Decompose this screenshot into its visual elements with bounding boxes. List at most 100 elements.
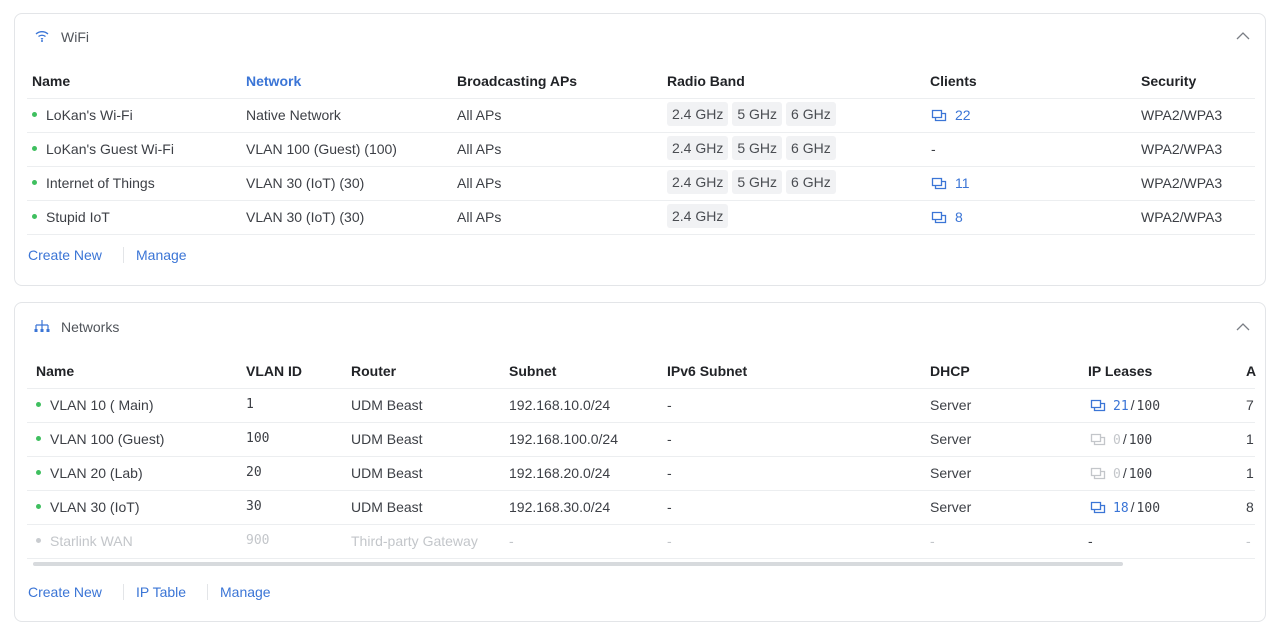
vlan-id: 900	[246, 533, 270, 548]
extra-column: 8	[1246, 499, 1254, 515]
status-dot	[32, 214, 37, 219]
collapse-button[interactable]	[1236, 322, 1250, 331]
action-link[interactable]: Create New	[28, 247, 102, 263]
action-separator	[123, 584, 124, 600]
column-header[interactable]: IPv6 Subnet	[667, 363, 748, 379]
column-header: Security	[1141, 73, 1197, 89]
leases-used[interactable]: 21	[1113, 399, 1129, 414]
wifi-card: WiFi Name Network Broadcasting APs Radio Ba…	[14, 13, 1266, 286]
clients[interactable]: 22	[955, 107, 971, 123]
leases-used[interactable]: 0	[1113, 433, 1121, 448]
network: VLAN 30 (IoT) (30)	[246, 209, 365, 225]
column-header[interactable]: DHCP	[930, 363, 970, 379]
row-divider	[27, 422, 1255, 423]
row-divider	[27, 166, 1255, 167]
status-dot	[32, 180, 37, 185]
status-dot	[36, 538, 41, 543]
band-chip: 5 GHz	[732, 170, 783, 194]
subnet: 192.168.10.0/24	[509, 397, 611, 413]
row-divider	[27, 456, 1255, 457]
action-link[interactable]: Manage	[220, 584, 271, 600]
name[interactable]: VLAN 20 (Lab)	[50, 465, 143, 481]
extra-column: 1	[1246, 465, 1254, 481]
status-dot	[36, 436, 41, 441]
ip-leases: 0/100	[1113, 464, 1152, 484]
subnet: 192.168.100.0/24	[509, 431, 618, 447]
row-divider	[27, 132, 1255, 133]
security: WPA2/WPA3	[1141, 209, 1223, 225]
column-header[interactable]: Router	[351, 363, 397, 379]
row-divider	[27, 524, 1255, 525]
wifi-name[interactable]: LoKan's Guest Wi-Fi	[46, 141, 174, 157]
leases-total: 100	[1136, 399, 1161, 414]
clients[interactable]: 11	[955, 175, 970, 191]
status-dot	[32, 146, 37, 151]
status-dot	[36, 504, 41, 509]
column-header[interactable]: VLAN ID	[246, 363, 302, 379]
leases-used[interactable]: 18	[1113, 501, 1129, 516]
band-chip: 6 GHz	[786, 170, 836, 194]
leases-total: 100	[1128, 433, 1153, 448]
vlan-id: 30	[246, 499, 262, 514]
band-chip: 2.4 GHz	[667, 204, 729, 228]
band-chip: 2.4 GHz	[667, 136, 729, 160]
band-chip: 5 GHz	[732, 136, 783, 160]
leases-separator: /	[1130, 397, 1135, 413]
leases-separator: /	[1130, 499, 1135, 515]
name[interactable]: VLAN 10 ( Main)	[50, 397, 154, 413]
column-header[interactable]: IP Leases	[1088, 363, 1153, 379]
security: WPA2/WPA3	[1141, 107, 1223, 123]
band-chip: 2.4 GHz	[667, 170, 729, 194]
subnet: 192.168.20.0/24	[509, 465, 611, 481]
clients-icon	[1090, 501, 1106, 514]
row-divider	[27, 490, 1255, 491]
name[interactable]: VLAN 30 (IoT)	[50, 499, 140, 515]
column-header: Clients	[930, 73, 977, 89]
band-chip: 6 GHz	[786, 136, 836, 160]
column-header[interactable]: Network	[246, 73, 302, 89]
security: WPA2/WPA3	[1141, 141, 1223, 157]
name[interactable]: VLAN 100 (Guest)	[50, 431, 165, 447]
action-separator	[123, 247, 124, 263]
column-header[interactable]: Name	[36, 363, 75, 379]
wifi-name[interactable]: LoKan's Wi-Fi	[46, 107, 133, 123]
router: UDM Beast	[351, 499, 423, 515]
radio-bands: 2.4 GHz	[667, 204, 732, 228]
action-link[interactable]: IP Table	[136, 584, 187, 600]
clients-icon	[1090, 467, 1106, 480]
dhcp: Server	[930, 431, 972, 447]
extra-column: 7	[1246, 397, 1254, 413]
action-link[interactable]: Manage	[136, 247, 187, 263]
collapse-button[interactable]	[1236, 31, 1250, 40]
card-title: Networks	[61, 319, 120, 335]
ipv6-subnet: -	[667, 397, 672, 413]
network: VLAN 30 (IoT) (30)	[246, 175, 365, 191]
column-header: Broadcasting APs	[457, 73, 578, 89]
wifi-name[interactable]: Stupid IoT	[46, 209, 110, 225]
radio-bands: 2.4 GHz 5 GHz 6 GHz	[667, 136, 840, 160]
broadcasting-aps: All APs	[457, 107, 502, 123]
router: UDM Beast	[351, 431, 423, 447]
wifi-name[interactable]: Internet of Things	[46, 175, 155, 191]
dhcp: Server	[930, 499, 972, 515]
column-header[interactable]: Subnet	[509, 363, 557, 379]
scrollbar[interactable]	[33, 562, 1123, 566]
column-header: Radio Band	[667, 73, 745, 89]
band-chip: 2.4 GHz	[667, 102, 729, 126]
ipv6-subnet: -	[667, 533, 672, 549]
clients-icon	[1090, 433, 1106, 446]
leases-separator: /	[1122, 431, 1127, 447]
row-divider	[27, 98, 1255, 99]
subnet: 192.168.30.0/24	[509, 499, 611, 515]
broadcasting-aps: All APs	[457, 175, 502, 191]
leases-used[interactable]: 0	[1113, 467, 1121, 482]
ipv6-subnet: -	[667, 499, 672, 515]
action-link[interactable]: Create New	[28, 584, 102, 600]
name[interactable]: Starlink WAN	[50, 533, 133, 549]
column-header[interactable]: A	[1246, 363, 1257, 379]
clients[interactable]: 8	[955, 209, 963, 225]
band-chip: 5 GHz	[732, 102, 783, 126]
row-divider	[27, 234, 1255, 235]
status-dot	[32, 112, 37, 117]
